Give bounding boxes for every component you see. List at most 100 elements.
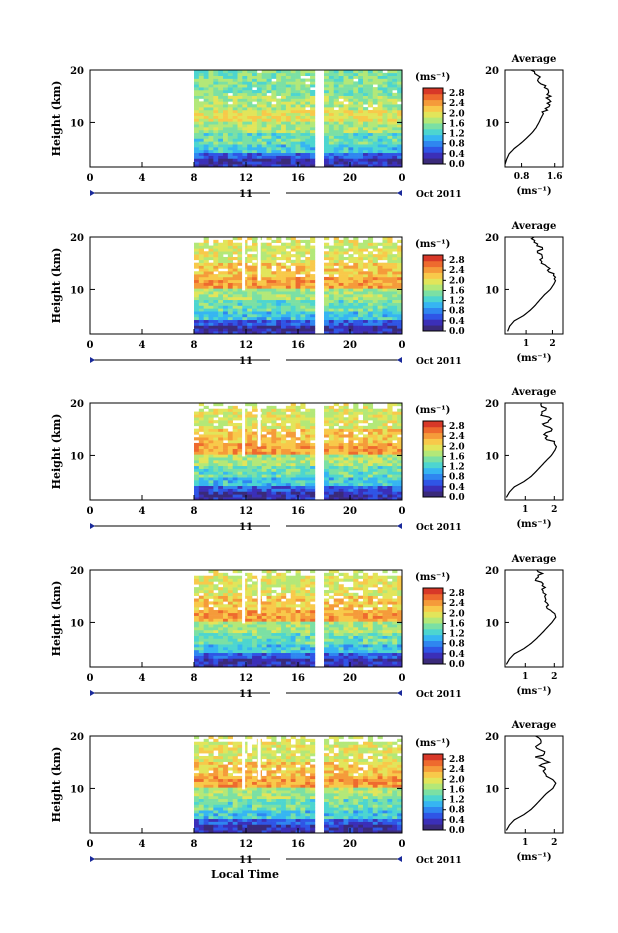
heatmap-cell [218, 93, 223, 96]
heatmap-cell [387, 116, 392, 119]
colorbar-swatch [423, 135, 443, 141]
heatmap-cell [310, 449, 315, 452]
heatmap-cell [257, 96, 262, 99]
heatmap-cell [199, 246, 204, 249]
heatmap-cell [296, 308, 301, 311]
heatmap-cell [213, 661, 218, 664]
heatmap-cell [262, 274, 267, 277]
heatmap-cell [281, 661, 286, 664]
heatmap-cell [209, 268, 214, 271]
heatmap-cell [223, 323, 228, 326]
heatmap-cell [228, 248, 233, 251]
heatmap-cell [281, 624, 286, 627]
heatmap-cell [267, 452, 272, 455]
heatmap-cell [276, 593, 281, 596]
heatmap-cell [267, 96, 272, 99]
heatmap-cell [213, 584, 218, 587]
heatmap-cell [310, 616, 315, 619]
heatmap-cell [363, 248, 368, 251]
heatmap-cell [262, 87, 267, 90]
heatmap-cell [296, 130, 301, 133]
heatmap-cell [353, 240, 358, 243]
heatmap-cell [305, 277, 310, 280]
heatmap-cell [267, 141, 272, 144]
heatmap-cell [344, 113, 349, 116]
heatmap-cell [392, 107, 397, 110]
heatmap-cell [368, 460, 373, 463]
heatmap-cell [213, 251, 218, 254]
heatmap-cell [209, 246, 214, 249]
heatmap-cell [194, 127, 199, 130]
heatmap-cell [281, 254, 286, 257]
heatmap-cell [392, 414, 397, 417]
heatmap-cell [247, 457, 252, 460]
heatmap-cell [339, 494, 344, 497]
heatmap-cell [373, 243, 378, 246]
heatmap-cell [329, 494, 334, 497]
heatmap-cell [233, 658, 238, 661]
heatmap-cell [373, 494, 378, 497]
heatmap-cell [247, 650, 252, 653]
heatmap-cell [242, 110, 247, 113]
heatmap-cell [296, 584, 301, 587]
heatmap-cell [344, 434, 349, 437]
heatmap-cell [228, 638, 233, 641]
heatmap-cell [271, 325, 276, 328]
heatmap-cell [344, 288, 349, 291]
heatmap-cell [252, 271, 257, 274]
heatmap-cell [296, 300, 301, 303]
heatmap-cell [218, 130, 223, 133]
heatmap-cell [348, 127, 353, 130]
heatmap-cell [247, 466, 252, 469]
heatmap-cell [296, 257, 301, 260]
heatmap-cell [218, 434, 223, 437]
heatmap-cell [348, 286, 353, 289]
heatmap-cell [194, 156, 199, 159]
heatmap-cell [218, 158, 223, 161]
heatmap-cell [276, 432, 281, 435]
heatmap-cell [305, 93, 310, 96]
heatmap-cell [348, 161, 353, 164]
heatmap-cell [305, 624, 310, 627]
heatmap-cell [368, 440, 373, 443]
heatmap-cell [358, 308, 363, 311]
heatmap-cell [271, 251, 276, 254]
heatmap-cell [257, 644, 262, 647]
heatmap-cell [223, 76, 228, 79]
heatmap-cell [329, 107, 334, 110]
heatmap-cell [387, 449, 392, 452]
colorbar-swatch [423, 123, 443, 129]
colorbar-swatch [423, 450, 443, 456]
heatmap-cell [339, 243, 344, 246]
heatmap-cell [378, 96, 383, 99]
heatmap-cell [242, 141, 247, 144]
heatmap-cell [213, 463, 218, 466]
heatmap-cell [344, 471, 349, 474]
heatmap-cell [233, 257, 238, 260]
heatmap-cell [262, 158, 267, 161]
heatmap-cell [199, 601, 204, 604]
heatmap-cell [373, 483, 378, 486]
heatmap-cell [368, 156, 373, 159]
heatmap-cell [296, 104, 301, 107]
heatmap-cell [252, 328, 257, 331]
heatmap-cell [291, 432, 296, 435]
heatmap-cell [271, 647, 276, 650]
heatmap-cell [204, 469, 209, 472]
heatmap-cell [262, 101, 267, 104]
heatmap-cell [257, 286, 262, 289]
heatmap-cell [348, 308, 353, 311]
heatmap-cell [213, 613, 218, 616]
heatmap-cell [276, 73, 281, 76]
heatmap-cell [223, 477, 228, 480]
heatmap-cell [324, 616, 329, 619]
heatmap-cell [291, 136, 296, 139]
heatmap-cell [238, 483, 243, 486]
heatmap-cell [373, 417, 378, 420]
heatmap-cell [228, 486, 233, 489]
heatmap-cell [209, 90, 214, 93]
heatmap-cell [329, 305, 334, 308]
heatmap-cell [257, 486, 262, 489]
heatmap-cell [247, 429, 252, 432]
heatmap-cell [300, 613, 305, 616]
